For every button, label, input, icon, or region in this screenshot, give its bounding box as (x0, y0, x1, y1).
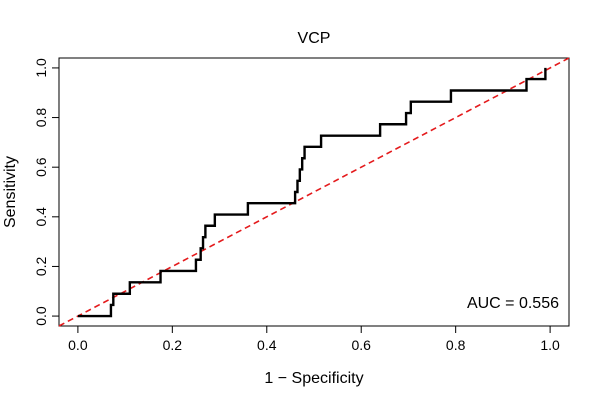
auc-annotation: AUC = 0.556 (467, 295, 559, 312)
x-tick-label: 0.8 (446, 337, 466, 353)
y-tick-label: 0.2 (33, 257, 49, 277)
y-tick-label: 0.4 (33, 207, 49, 227)
y-tick-label: 0.8 (33, 108, 49, 128)
x-tick-label: 0.2 (163, 337, 183, 353)
y-tick-label: 1.0 (33, 58, 49, 78)
plot-layer: 0.0 0.2 0.4 0.6 0.8 1.0 0.0 0.2 0.4 0.6 0.8 1.0 (33, 57, 570, 353)
x-tick-label: 1.0 (540, 337, 560, 353)
x-tick-label: 0.4 (257, 337, 277, 353)
plot-frame (58, 57, 570, 327)
y-tick-label: 0.0 (33, 306, 49, 326)
roc-curve-line (77, 67, 547, 318)
x-axis-label: 1 − Specificity (264, 370, 363, 387)
y-axis-label: Sensitivity (2, 156, 19, 228)
x-tick-label: 0.6 (351, 337, 371, 353)
x-tick-label: 0.0 (68, 337, 88, 353)
reference-diagonal-line (58, 57, 570, 327)
chart-title: VCP (298, 30, 331, 47)
y-tick-label: 0.6 (33, 157, 49, 177)
